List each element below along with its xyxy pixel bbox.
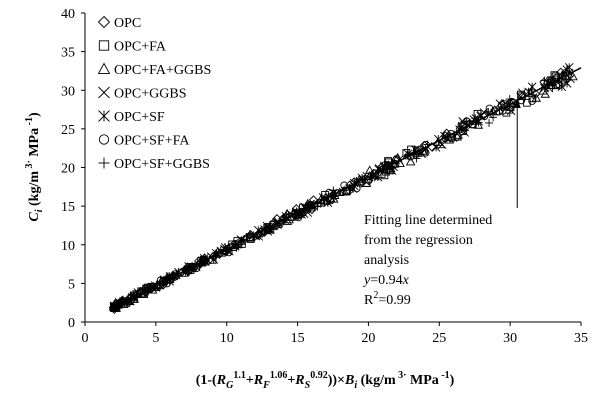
data-point xyxy=(220,246,228,255)
data-point xyxy=(518,88,527,98)
data-point xyxy=(246,233,255,242)
r2-value: =0.99 xyxy=(378,293,410,308)
annotation-line-1: Fitting line determined xyxy=(364,213,492,228)
data-point xyxy=(506,100,516,110)
data-point xyxy=(405,156,416,166)
legend: OPC OPC+FA OPC+FA+GGBS OPC+GGBS OPC+SF OPC+SF… xyxy=(96,14,211,172)
legend-marker-asterisk xyxy=(98,110,110,122)
data-point xyxy=(490,105,500,115)
legend-marker-circle xyxy=(98,134,110,145)
data-point xyxy=(210,251,219,260)
data-point xyxy=(453,130,463,139)
y-axis-label: Ci (kg/m 3· MPa -1) xyxy=(24,112,45,222)
x-tick-label: 5 xyxy=(152,331,159,346)
y-tick-label: 40 xyxy=(61,7,75,22)
x-tick-label: 0 xyxy=(82,331,89,346)
data-point xyxy=(561,71,570,80)
data-point xyxy=(471,114,480,123)
data-point xyxy=(485,118,494,127)
data-point xyxy=(527,82,537,92)
r2-base: R xyxy=(364,293,374,308)
x-tick-label: 35 xyxy=(574,331,588,346)
legend-label: OPC+FA xyxy=(114,40,167,55)
data-point xyxy=(245,230,256,240)
data-point xyxy=(402,149,411,157)
y-ticks: 0 5 10 15 20 25 30 35 40 xyxy=(61,7,85,331)
legend-label: OPC+SF xyxy=(114,110,165,125)
data-point xyxy=(142,286,151,295)
data-point xyxy=(562,79,572,88)
data-point xyxy=(468,120,477,129)
x-tick-label: 30 xyxy=(503,331,517,346)
legend-marker-diamond xyxy=(97,15,111,29)
legend-marker-x xyxy=(98,86,110,99)
data-point xyxy=(556,67,566,77)
y-tick-label: 25 xyxy=(61,123,75,138)
legend-label: OPC xyxy=(114,16,141,31)
legend-label: OPC+FA+GGBS xyxy=(114,63,211,78)
data-point xyxy=(489,113,498,122)
data-point xyxy=(418,146,429,155)
data-point xyxy=(182,266,191,274)
legend-marker-bg xyxy=(96,37,112,54)
data-point xyxy=(506,106,516,116)
data-point xyxy=(318,193,328,202)
x-tick-label: 25 xyxy=(432,331,446,346)
equation-eq: =0.94 xyxy=(370,273,402,288)
annotation-line-3: analysis xyxy=(364,253,409,268)
x-tick-label: 10 xyxy=(220,331,234,346)
y-tick-label: 30 xyxy=(61,84,75,99)
legend-marker-bg xyxy=(96,131,112,148)
data-point xyxy=(531,93,542,102)
annotation-equation: y=0.94x xyxy=(362,273,410,288)
y-tick-label: 0 xyxy=(68,316,75,331)
y-tick-label: 5 xyxy=(68,277,75,292)
y-tick-label: 20 xyxy=(61,162,75,177)
data-point xyxy=(435,139,446,149)
x-tick-label: 20 xyxy=(361,331,375,346)
data-point xyxy=(384,157,392,165)
data-point xyxy=(272,214,282,224)
legend-label: OPC+SF+FA xyxy=(114,134,190,149)
x-tick-label: 15 xyxy=(291,331,305,346)
annotation-line-2: from the regression xyxy=(364,233,473,248)
data-point xyxy=(421,148,430,157)
data-point xyxy=(538,85,548,95)
x-ticks: 0 5 10 15 20 25 30 35 xyxy=(82,322,588,346)
equation-x: x xyxy=(402,273,410,288)
legend-marker-square xyxy=(98,40,110,51)
x-axis-label: (1-(RG1.1+RF1.06+RS0.92))×Bi (kg/m 3· MP… xyxy=(196,370,455,391)
data-point xyxy=(522,98,531,107)
y-tick-label: 35 xyxy=(61,46,75,61)
data-point xyxy=(458,117,468,126)
legend-marker-triangle xyxy=(97,62,111,74)
r2-sup: 2 xyxy=(373,290,378,301)
fit-line xyxy=(113,67,582,309)
annotation-r2: R2=0.99 xyxy=(364,290,411,308)
equation-var: y xyxy=(362,273,371,288)
y-tick-label: 15 xyxy=(61,200,75,215)
data-point xyxy=(374,164,384,173)
legend-label: OPC+SF+GGBS xyxy=(114,157,210,172)
data-point xyxy=(566,74,575,84)
data-point xyxy=(469,115,479,124)
data-point xyxy=(444,134,455,144)
legend-marker-plus xyxy=(98,157,110,169)
legend-marker-bg xyxy=(96,14,112,30)
data-point xyxy=(568,71,578,81)
legend-label: OPC+GGBS xyxy=(114,87,186,102)
annotation-arrowhead xyxy=(513,97,521,108)
data-point xyxy=(553,79,563,89)
y-tick-label: 10 xyxy=(61,239,75,254)
data-point xyxy=(419,140,429,150)
